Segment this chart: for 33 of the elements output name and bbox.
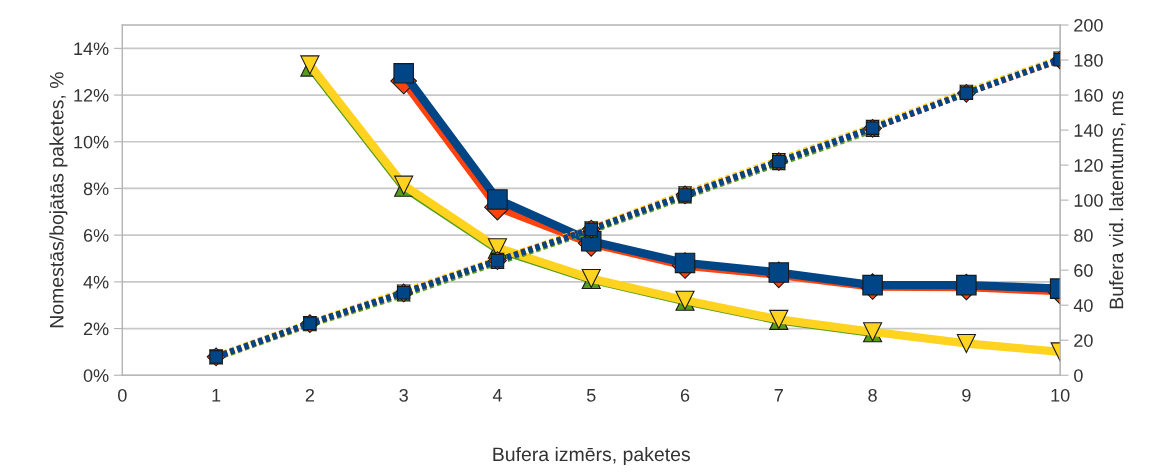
y-tick-label: 0% [83,369,109,382]
y2-tick-label: 100 [1074,194,1103,207]
y2-tick-label: 120 [1074,159,1103,172]
x-tick-label: 2 [305,388,314,402]
y-tick-label: 8% [83,182,109,196]
x-tick-label: 9 [962,388,971,402]
x-tick-label: 8 [868,388,877,402]
y-tick-label: 12% [74,89,109,102]
y2-axis-title: Bufera vid. latentums, ms [1109,91,1126,309]
y2-tick-label: 60 [1074,264,1093,277]
x-tick-label: 5 [586,389,596,402]
x-axis-title: Bufera izmērs, paketes [493,446,690,466]
x-tick-label: 3 [399,388,408,402]
y-tick-label: 14% [74,42,109,56]
x-tick-label: 4 [492,389,502,402]
y2-tick-label: 140 [1074,124,1103,137]
y2-tick-label: 160 [1074,89,1103,102]
x-tick-label: 0 [118,388,127,402]
y2-tick-label: 20 [1074,334,1093,347]
x-tick-label: 10 [1051,388,1070,402]
y2-tick-label: 80 [1074,229,1093,242]
y-tick-label: 4% [83,275,109,289]
x-tick-label: 6 [680,388,690,402]
y-tick-label: 10% [74,135,109,149]
x-tick-label: 1 [212,389,221,402]
x-tick-label: 7 [774,389,783,402]
y2-tick-label: 200 [1074,18,1103,32]
y-tick-label: 2% [83,322,109,336]
y2-tick-label: 180 [1074,53,1103,67]
y-tick-label: 6% [83,229,109,242]
y-axis-title: Nomestās/bojātās paketes, % [49,72,68,328]
y2-tick-label: 40 [1073,299,1093,312]
y2-tick-label: 0 [1074,369,1083,382]
